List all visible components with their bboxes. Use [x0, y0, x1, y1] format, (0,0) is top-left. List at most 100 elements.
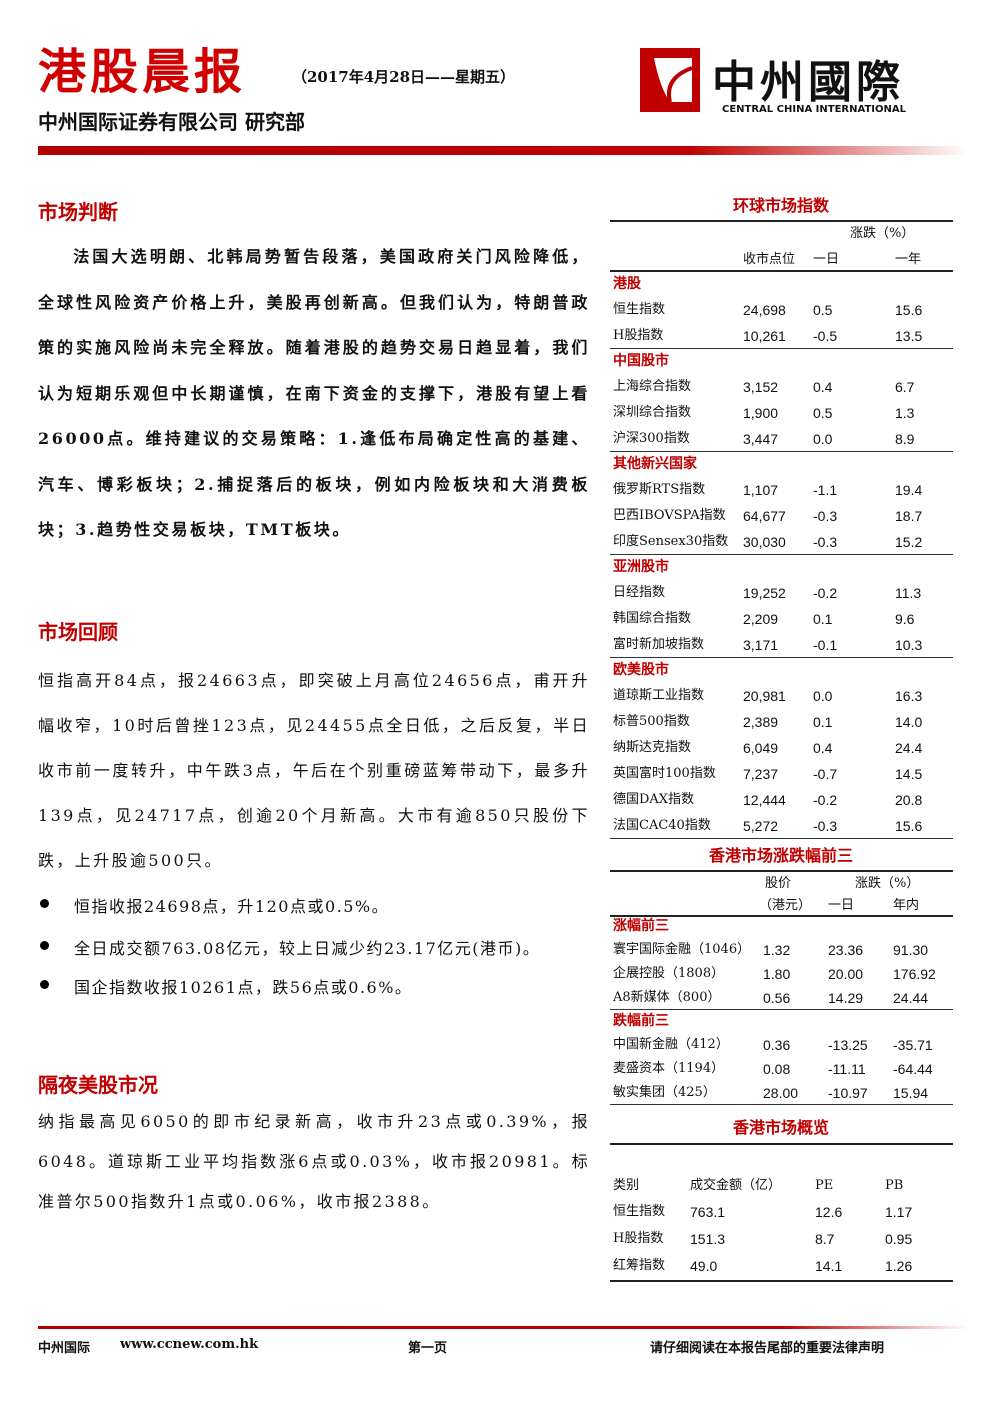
cell: 1.32 [763, 942, 791, 958]
rule [610, 1104, 953, 1105]
rule [610, 915, 953, 917]
cell: 0.5 [813, 405, 833, 421]
cell: 9.6 [895, 611, 915, 627]
group-name: 亚洲股市 [613, 559, 669, 575]
cell: 12.6 [815, 1204, 843, 1220]
bullet-dot [40, 941, 49, 950]
col-header: 成交金额（亿） [690, 1178, 782, 1193]
group-name: 跌幅前三 [613, 1013, 669, 1029]
bullet-dot [40, 980, 49, 989]
group-name: 港股 [613, 276, 641, 292]
footer-left: 中州国际 [38, 1341, 91, 1356]
cell: 上海综合指数 [613, 379, 692, 394]
cell: 19.4 [895, 482, 923, 498]
rule [610, 1280, 953, 1282]
cell: 3,447 [743, 431, 779, 447]
cell: 49.0 [690, 1258, 718, 1274]
cell: -0.1 [813, 637, 838, 653]
logo-text: 中州國際 [712, 57, 904, 108]
cell: 0.0 [813, 688, 833, 704]
cell: 俄罗斯RTS指数 [613, 482, 706, 497]
section-heading: 市场判断 [38, 200, 118, 224]
cell: 中国新金融（412） [613, 1037, 729, 1052]
rule [610, 1009, 953, 1010]
rule [610, 270, 953, 272]
cell: -0.3 [813, 818, 838, 834]
cell: 0.4 [813, 740, 833, 756]
cell: 19,252 [743, 585, 786, 601]
col-header: 一日 [813, 252, 840, 267]
header-rule [38, 146, 968, 155]
cell: 日经指数 [613, 585, 666, 600]
cell: 6,049 [743, 740, 779, 756]
cell: 0.36 [763, 1037, 791, 1053]
cell: 5,272 [743, 818, 779, 834]
cell: -10.97 [828, 1085, 868, 1101]
cell: 道琼斯工业指数 [613, 688, 705, 703]
cell: -13.25 [828, 1037, 868, 1053]
cell: 14.5 [895, 766, 923, 782]
cell: -0.3 [813, 534, 838, 550]
cell: 0.95 [885, 1231, 913, 1247]
cell: 1.80 [763, 966, 791, 982]
cell: 20.00 [828, 966, 864, 982]
section-heading: 隔夜美股市况 [38, 1073, 158, 1097]
paragraph: 法国大选明朗、北韩局势暂告段落，美国政府关门风险降低，全球性风险资产价格上升，美… [38, 247, 590, 539]
group-name: 欧美股市 [613, 662, 669, 678]
cell: -0.2 [813, 792, 838, 808]
cell: 1,900 [743, 405, 779, 421]
cell: 1,107 [743, 482, 779, 498]
col-header: 类别 [613, 1178, 640, 1193]
footer-rule [38, 1326, 968, 1329]
cell: -0.5 [813, 328, 838, 344]
col-header: 收市点位 [743, 252, 796, 267]
group-name: 其他新兴国家 [613, 456, 697, 472]
report-date: （2017年4月28日——星期五） [292, 68, 516, 86]
rule [610, 220, 953, 222]
cell: H股指数 [613, 328, 664, 343]
cell: 10,261 [743, 328, 786, 344]
cell: 敏实集团（425） [613, 1085, 716, 1100]
cell: 12,444 [743, 792, 786, 808]
cell: 10.3 [895, 637, 923, 653]
report-title: 港股晨报 [38, 44, 247, 100]
cell: 纳斯达克指数 [613, 740, 692, 755]
logo-mark [640, 48, 700, 112]
cell: 0.4 [813, 379, 833, 395]
col-header: 股价 [765, 876, 792, 891]
cell: 标普500指数 [613, 714, 690, 729]
cell: 24,698 [743, 302, 786, 318]
cell: 0.0 [813, 431, 833, 447]
cell: 恒生指数 [613, 1204, 666, 1219]
cell: -64.44 [893, 1061, 933, 1077]
paragraph: 恒指高开84点，报24663点，即突破上月高位24656点，甫开升幅收窄，10时… [38, 671, 590, 870]
table-title: 香港市场涨跌幅前三 [708, 846, 853, 865]
cell: 151.3 [690, 1231, 726, 1247]
cell: A8新媒体（800） [613, 990, 721, 1005]
cell: 巴西IBOVSPA指数 [613, 508, 726, 523]
col-header: 涨跌（%） [850, 226, 915, 241]
cell: 15.6 [895, 302, 923, 318]
cell: 寰宇国际金融（1046） [613, 942, 751, 957]
cell: 英国富时100指数 [613, 766, 716, 781]
cell: 6.7 [895, 379, 915, 395]
cell: 176.92 [893, 966, 936, 982]
rule [610, 657, 953, 658]
cell: 2,389 [743, 714, 779, 730]
cell: 15.2 [895, 534, 923, 550]
col-header: 涨跌（%） [855, 876, 920, 891]
cell: 0.08 [763, 1061, 791, 1077]
cell: 30,030 [743, 534, 786, 550]
cell: -35.71 [893, 1037, 933, 1053]
section-heading: 市场回顾 [38, 620, 118, 644]
rule [610, 870, 953, 872]
cell: 15.6 [895, 818, 923, 834]
cell: 763.1 [690, 1204, 726, 1220]
cell: 14.0 [895, 714, 923, 730]
cell: 1.17 [885, 1204, 913, 1220]
cell: -0.7 [813, 766, 838, 782]
cell: 韩国综合指数 [613, 611, 692, 626]
cell: 24.4 [895, 740, 923, 756]
table-title: 香港市场概览 [732, 1118, 829, 1137]
col-header: （港元） [759, 898, 812, 913]
